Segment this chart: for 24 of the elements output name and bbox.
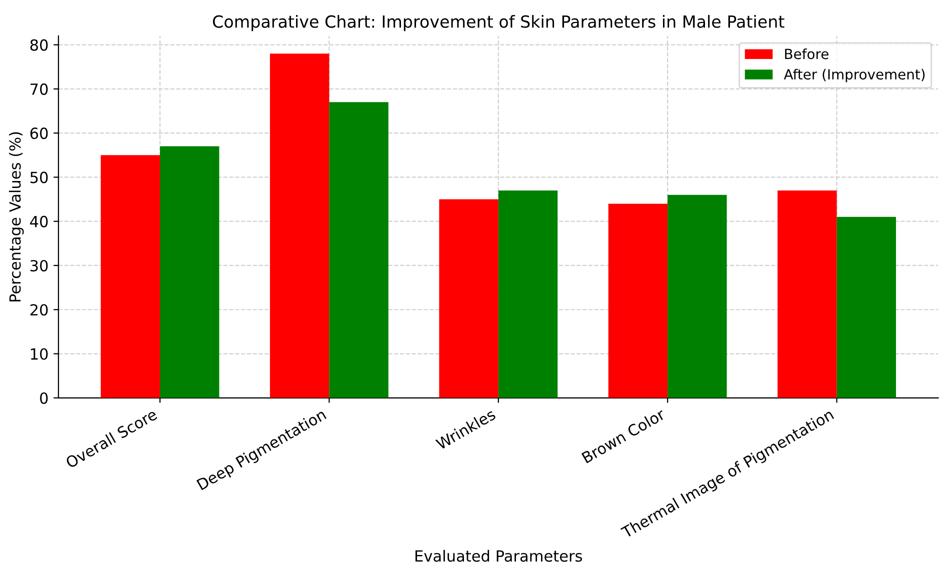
x-axis-title: Evaluated Parameters <box>416 550 582 562</box>
y-tick-label: 10 <box>30 348 48 360</box>
bar <box>608 204 668 398</box>
y-axis-title: Percentage Values (%) <box>8 132 24 302</box>
y-tick-label: 0 <box>40 392 48 404</box>
y-tick-label: 30 <box>30 260 48 272</box>
y-tick-label: 60 <box>30 128 48 140</box>
bar <box>160 146 220 398</box>
bar <box>270 54 330 398</box>
bar <box>329 102 388 398</box>
chart-title: Comparative Chart: Improvement of Skin Parameters in Male Patient <box>212 14 784 32</box>
bar <box>778 190 837 398</box>
bar <box>668 194 727 398</box>
legend-label: Before <box>785 48 828 60</box>
bar <box>100 155 160 398</box>
y-tick-label: 20 <box>30 304 48 316</box>
bar <box>836 216 896 398</box>
bar <box>498 190 558 398</box>
y-tick-label: 80 <box>30 39 48 51</box>
bar <box>439 199 498 398</box>
y-tick-label: 40 <box>30 216 48 228</box>
y-tick-label: 70 <box>30 83 48 95</box>
y-tick-label: 50 <box>30 172 48 184</box>
legend-label: After (Improvement) <box>784 68 925 82</box>
